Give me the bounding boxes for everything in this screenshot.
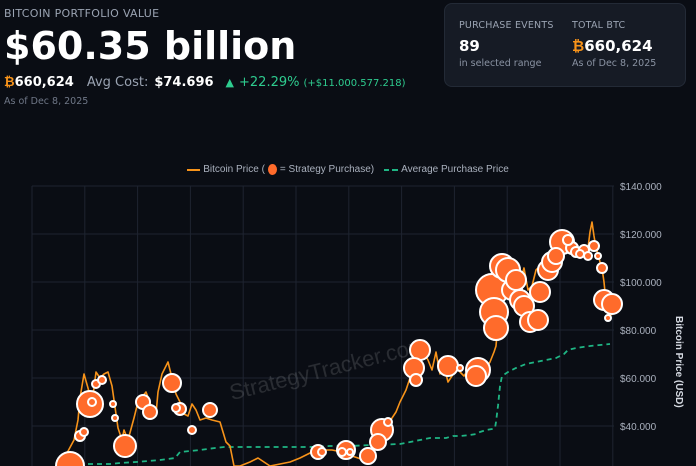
purchase-bubble[interactable] [346,448,354,456]
stat-value: ₿660,624 [572,37,685,55]
portfolio-kicker: BITCOIN PORTFOLIO VALUE [4,7,160,20]
chart-legend: Bitcoin Price ( = Strategy Purchase) Avera… [0,164,696,175]
stat-total-btc: TOTAL BTC ₿660,624 As of Dec 8, 2025 [572,20,685,86]
bitcoin-price-line [59,221,613,466]
purchase-bubble[interactable] [359,447,377,465]
avg-dashed-line-icon [384,168,399,171]
purchase-bubble[interactable] [409,339,431,361]
purchase-bubble[interactable] [456,364,464,372]
y-tick-label: $100.000 [620,278,662,289]
portfolio-summary-row: ₿ 660,624 Avg Cost: $74.696 ▲ +22.29% (+… [4,74,406,90]
avg-cost-value: $74.696 [154,75,214,90]
price-line-icon [187,168,201,171]
stat-purchase-events: PURCHASE EVENTS 89 in selected range [459,20,572,86]
y-tick-label: $80.000 [620,326,657,337]
portfolio-header: BITCOIN PORTFOLIO VALUE $60.35 billion ₿… [4,0,406,107]
purchase-bubble[interactable] [97,375,107,385]
purchase-bubble[interactable] [562,234,574,246]
purchase-bubble[interactable] [583,251,593,261]
purchase-bubble[interactable] [547,247,565,265]
as-of-date: As of Dec 8, 2025 [4,96,89,107]
purchase-bubble[interactable] [337,447,347,457]
y-axis-title: Bitcoin Price (USD) [673,316,684,408]
purchase-bubble[interactable] [409,373,423,387]
legend-purchase[interactable]: = Strategy Purchase) [279,164,375,175]
purchase-bubbles[interactable] [55,229,623,466]
stats-panel: PURCHASE EVENTS 89 in selected range TOT… [444,3,686,87]
purchase-bubble[interactable] [113,434,137,458]
purchase-bubble[interactable] [383,417,393,427]
bitcoin-icon: ₿ [4,75,15,90]
bitcoin-icon: ₿ [572,37,585,55]
purchase-bubble[interactable] [369,433,387,451]
y-tick-label: $140.000 [620,182,662,193]
purchase-bubble[interactable] [55,451,85,466]
stat-sub: As of Dec 8, 2025 [572,58,657,69]
purchase-bubble[interactable] [109,400,117,408]
purchase-bubble[interactable] [527,309,549,331]
purchase-bubble[interactable] [604,314,612,322]
purchase-bubble[interactable] [171,403,181,413]
purchase-bubble[interactable] [529,281,551,303]
stat-value: 89 [459,37,480,55]
btc-holdings: 660,624 [14,75,74,90]
change-absolute: (+$11.000.577.218) [303,78,406,89]
legend-avg[interactable]: Average Purchase Price [401,164,509,175]
purchase-bubble[interactable] [483,315,509,341]
purchase-bubble[interactable] [87,397,97,407]
purchase-dot-icon [267,164,277,175]
purchase-bubble[interactable] [202,402,218,418]
y-tick-label: $120.000 [620,230,662,241]
y-tick-label: $60.000 [620,374,657,385]
purchase-bubble[interactable] [162,373,182,393]
purchase-bubble[interactable] [601,293,623,315]
change-percent: +22.29% [239,75,300,90]
purchase-bubble[interactable] [142,404,158,420]
purchase-bubble[interactable] [505,269,527,291]
purchase-bubble[interactable] [317,447,327,457]
portfolio-value: $60.35 billion [4,24,297,68]
purchase-bubble[interactable] [187,425,197,435]
y-axis: $140.000 $120.000 $100.000 $80.000 $60.000 $4… [620,182,662,433]
purchase-bubble[interactable] [596,262,608,274]
watermark: StrategyTracker.com [227,332,429,405]
average-purchase-line [88,343,611,465]
purchase-bubble[interactable] [594,252,602,260]
stat-sub: in selected range [459,58,542,69]
purchase-bubble[interactable] [111,414,119,422]
y-tick-label: $40.000 [620,422,657,433]
avg-cost-label: Avg Cost: [86,75,149,90]
stat-label: TOTAL BTC [572,20,626,31]
purchase-bubble[interactable] [437,355,459,377]
purchase-bubble[interactable] [588,240,600,252]
legend-price[interactable]: Bitcoin Price ( [203,164,265,175]
purchase-bubble[interactable] [79,427,89,437]
stat-value-number: 660,624 [584,37,653,55]
purchase-bubble[interactable] [575,249,585,259]
stat-label: PURCHASE EVENTS [459,20,554,31]
purchase-bubble[interactable] [465,365,487,387]
up-arrow-icon: ▲ [225,76,235,89]
